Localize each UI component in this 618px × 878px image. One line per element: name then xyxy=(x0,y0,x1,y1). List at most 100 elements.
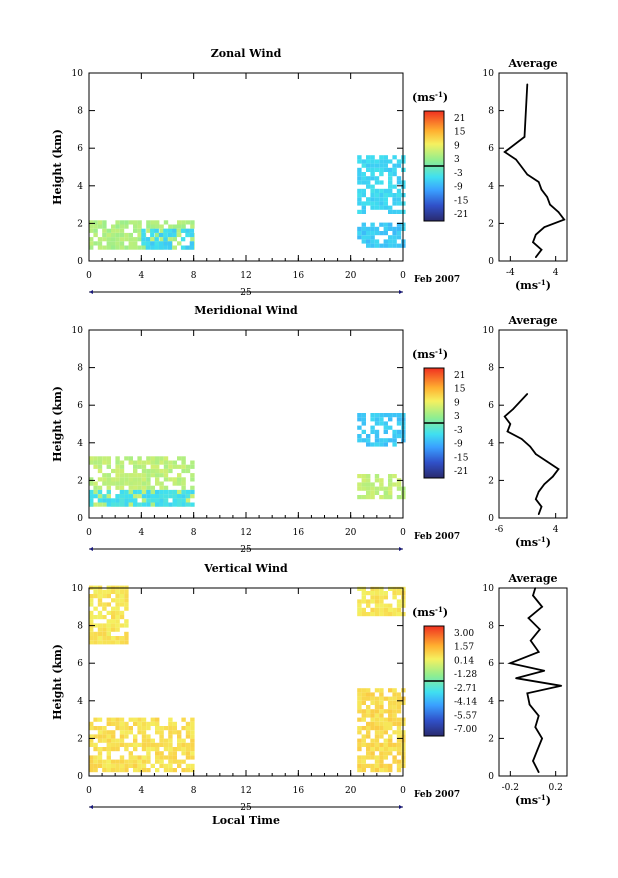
heatmap-cell xyxy=(115,473,120,478)
heatmap-cell xyxy=(383,721,388,726)
heatmap-cell xyxy=(374,438,380,443)
heatmap-cell xyxy=(137,464,142,469)
heatmap-cell xyxy=(392,193,397,198)
heatmap-cell xyxy=(97,598,103,603)
heatmap-cell xyxy=(388,438,393,443)
heatmap-cell xyxy=(102,494,107,499)
heatmap-cell xyxy=(392,591,397,596)
heatmap-cell xyxy=(115,485,120,490)
heatmap-cell xyxy=(106,241,111,246)
heatmap-cell xyxy=(128,489,133,495)
heatmap-cell xyxy=(145,245,151,250)
heatmap-cell xyxy=(388,696,393,701)
heatmap-cell xyxy=(146,734,151,739)
heatmap-cell xyxy=(89,610,94,615)
heatmap-cell xyxy=(366,696,371,701)
heatmap-cell xyxy=(388,188,393,193)
heatmap-cell xyxy=(357,226,362,231)
heatmap-cell xyxy=(388,768,393,773)
heatmap-cell xyxy=(150,232,155,238)
avg-x-tick-label: -0.2 xyxy=(502,783,519,793)
heatmap-cell xyxy=(141,734,147,739)
heatmap-cell xyxy=(89,627,94,632)
heatmap-cell xyxy=(361,486,366,491)
heatmap-cell xyxy=(146,468,151,474)
heatmap-cell xyxy=(115,610,120,615)
average-point xyxy=(532,760,534,762)
heatmap-cell xyxy=(181,224,186,229)
avg-x-tick-label: 4 xyxy=(553,268,559,278)
heatmap-cell xyxy=(361,193,366,198)
heatmap-cell xyxy=(366,239,371,244)
heatmap-cell xyxy=(146,502,151,507)
heatmap-cell xyxy=(163,460,169,465)
heatmap-cell xyxy=(392,759,397,764)
heatmap-cell xyxy=(141,489,147,495)
heatmap-cell xyxy=(128,502,133,507)
heatmap-cell xyxy=(357,193,362,198)
heatmap-cell xyxy=(115,742,120,747)
average-unit: (ms-1) xyxy=(515,535,551,549)
heatmap-cell xyxy=(102,730,107,735)
heatmap-cell xyxy=(374,755,380,760)
colorbar-tick-label: 1.57 xyxy=(454,643,474,653)
heatmap-cell xyxy=(137,763,142,768)
heatmap-cell xyxy=(357,188,362,193)
heatmap-cell xyxy=(115,615,120,620)
heatmap-cell xyxy=(137,473,142,478)
heatmap-cell xyxy=(361,438,366,443)
heatmap-cell xyxy=(396,709,402,714)
heatmap-cell xyxy=(97,224,103,229)
heatmap-cell xyxy=(102,481,107,486)
heatmap-cell xyxy=(146,456,151,461)
heatmap-cell xyxy=(137,717,142,722)
heatmap-cell xyxy=(106,721,111,726)
heatmap-cell xyxy=(97,594,103,599)
day-label: 25 xyxy=(240,803,252,813)
heatmap-cell xyxy=(137,485,142,490)
heatmap-cell xyxy=(133,498,138,503)
average-frame xyxy=(498,329,568,519)
heatmap-cell xyxy=(115,464,120,469)
heatmap-cell xyxy=(168,734,173,739)
heatmap-cell xyxy=(89,228,94,233)
heatmap-cell xyxy=(106,498,111,503)
heatmap-cell xyxy=(177,759,182,764)
heatmap-cell xyxy=(370,768,375,773)
heatmap-cell xyxy=(119,224,125,229)
heatmap-cell xyxy=(146,460,151,465)
heatmap-cell xyxy=(374,709,380,714)
heatmap-cell xyxy=(379,482,384,487)
heatmap-cell xyxy=(146,498,151,503)
heatmap-cell xyxy=(172,751,177,756)
heatmap-cell xyxy=(146,721,151,726)
heatmap-cell xyxy=(167,228,173,233)
heatmap-cell xyxy=(396,421,402,426)
heatmap-cell xyxy=(374,721,380,726)
heatmap-cell xyxy=(155,489,160,495)
heatmap-cell xyxy=(89,224,94,229)
y-tick-label: 8 xyxy=(77,107,83,117)
heatmap-cell xyxy=(93,232,98,238)
heatmap-cell xyxy=(111,232,116,238)
average-point xyxy=(503,415,506,418)
heatmap-cell xyxy=(115,456,120,461)
heatmap-cell xyxy=(133,220,138,225)
heatmap-cell xyxy=(181,456,186,461)
avg-y-tick-label: 8 xyxy=(488,364,494,374)
heatmap-cell xyxy=(379,442,384,447)
heatmap-cell xyxy=(172,494,177,499)
heatmap-cell xyxy=(185,751,191,756)
heatmap-cell xyxy=(119,489,125,495)
average-unit: (ms-1) xyxy=(515,793,551,807)
heatmap-cell xyxy=(155,224,160,229)
heatmap-cell xyxy=(181,498,186,503)
heatmap-cell xyxy=(361,495,366,500)
average-point xyxy=(515,158,517,161)
heatmap-cell xyxy=(388,209,393,214)
heatmap-cell xyxy=(357,730,362,735)
heatmap-cell xyxy=(89,602,94,607)
heatmap-cell xyxy=(366,197,371,202)
heatmap-cell xyxy=(366,167,371,172)
heatmap-cell xyxy=(97,627,103,632)
